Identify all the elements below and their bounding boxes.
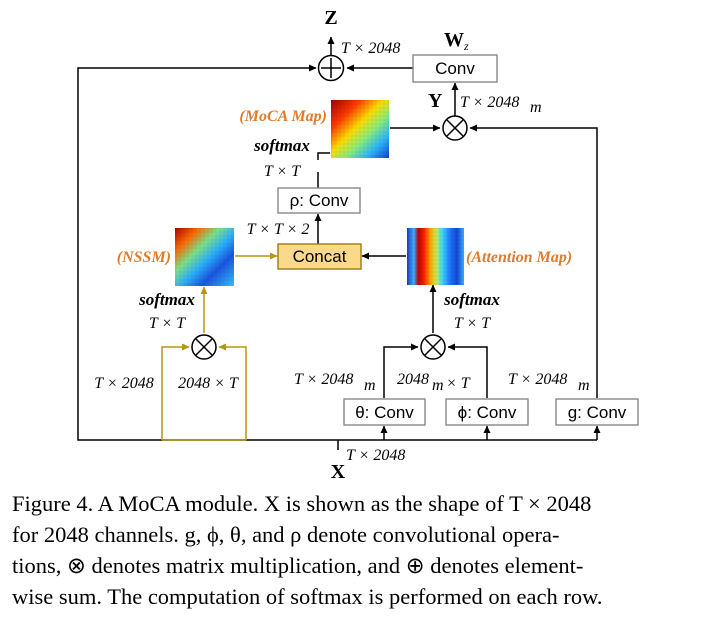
matmul-operator-right	[420, 334, 446, 360]
connectors	[77, 36, 601, 450]
conv-wz-box: Conv	[412, 54, 498, 83]
matmul-operator-left	[191, 334, 217, 360]
theta-conv-box: θ: Conv	[343, 398, 426, 426]
plus-operator	[317, 54, 345, 82]
g-conv-label: g: Conv	[568, 403, 627, 422]
concat-label: Concat	[293, 247, 347, 266]
txtx2-label: T × T × 2	[247, 221, 310, 238]
phi-conv-box: ϕ: Conv	[445, 398, 529, 426]
moca-module-diagram: Conv ρ: Conv Concat θ: Conv ϕ: Conv g: C…	[77, 7, 639, 480]
t-2048-m-y-label: T × 2048 m	[460, 94, 542, 116]
moca-map-label: (MoCA Map)	[239, 108, 327, 125]
wz-label: Wz	[444, 29, 469, 53]
txt-right-label: T × T	[454, 315, 491, 332]
svg-text:m: m	[432, 377, 444, 394]
conv-wz-label: Conv	[435, 59, 475, 78]
rho-conv-label: ρ: Conv	[290, 191, 349, 210]
nssm-connectors	[161, 252, 278, 441]
svg-text:m: m	[530, 99, 542, 116]
matmul-operator-top	[442, 115, 468, 141]
svg-text:m: m	[364, 377, 376, 394]
x-dim-label: T × 2048	[346, 447, 405, 464]
softmax-top-label: softmax	[253, 136, 310, 155]
caption-line-1: Figure 4. A MoCA module. X is shown as t…	[12, 491, 592, 516]
softmax-right-label: softmax	[443, 290, 500, 309]
x-label: X	[331, 461, 346, 480]
txt-top-label: T × T	[264, 163, 301, 180]
left-input-b-label: 2048 × T	[178, 375, 239, 392]
attention-map-heatmap	[407, 228, 464, 285]
theta-conv-label: θ: Conv	[355, 403, 414, 422]
softmax-left-label: softmax	[138, 290, 195, 309]
svg-text:T × 2048: T × 2048	[294, 371, 353, 388]
theta-dim-label: T × 2048 m	[294, 371, 376, 394]
svg-text:T × 2048: T × 2048	[460, 94, 519, 111]
g-dim-label: T × 2048 m	[508, 371, 590, 394]
left-input-a-label: T × 2048	[94, 375, 153, 392]
nssm-heatmap	[175, 228, 234, 286]
svg-text:m: m	[578, 377, 590, 394]
caption-line-3: tions, ⊗ denotes matrix multiplication, …	[12, 553, 584, 578]
labels: Z Wz T × 2048 Y T × 2048 m (MoCA Map) so…	[94, 7, 589, 480]
moca-map-heatmap	[331, 100, 389, 158]
phi-dim-label: 2048 m × T	[397, 371, 471, 394]
rho-conv-box: ρ: Conv	[277, 187, 361, 214]
concat-box: Concat	[277, 243, 362, 270]
z-label: Z	[324, 7, 337, 29]
t-2048-top-label: T × 2048	[341, 40, 400, 57]
attention-map-label: (Attention Map)	[466, 249, 572, 266]
phi-conv-label: ϕ: Conv	[458, 403, 517, 422]
svg-text:2048: 2048	[397, 371, 429, 388]
caption-line-2: for 2048 channels. g, ϕ, θ, and ρ denote…	[12, 522, 560, 547]
g-conv-box: g: Conv	[555, 398, 639, 426]
caption-line-4: wise sum. The computation of softmax is …	[12, 584, 603, 609]
nssm-label: (NSSM)	[117, 249, 171, 266]
txt-left-label: T × T	[149, 315, 186, 332]
figure-caption: Figure 4. A MoCA module. X is shown as t…	[12, 488, 702, 612]
y-label: Y	[428, 90, 443, 112]
svg-text:T × 2048: T × 2048	[508, 371, 567, 388]
svg-text:× T: × T	[446, 375, 471, 392]
